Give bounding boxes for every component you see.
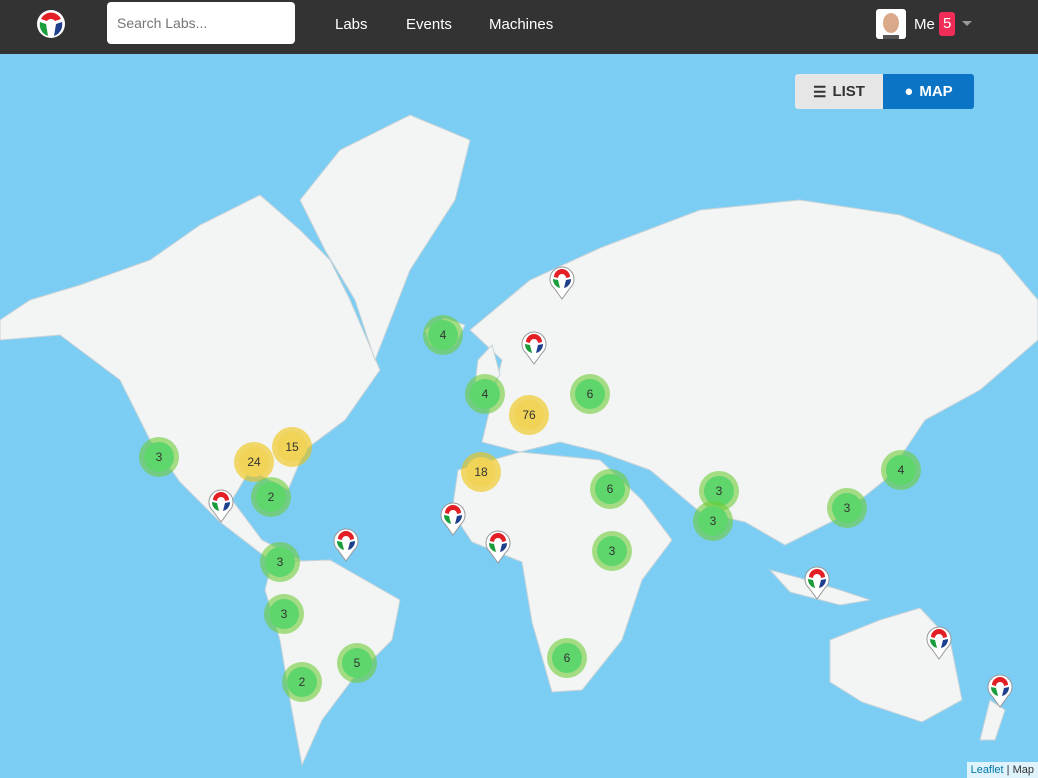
cluster-marker[interactable]: 3: [592, 531, 632, 571]
lab-pin-icon[interactable]: [987, 674, 1013, 708]
greenland: [299, 114, 471, 362]
cluster-count: 2: [256, 482, 286, 512]
cluster-marker[interactable]: 3: [139, 437, 179, 477]
cluster-marker[interactable]: 3: [693, 501, 733, 541]
cluster-count: 24: [239, 447, 269, 477]
avatar[interactable]: [876, 9, 906, 39]
cluster-marker[interactable]: 24: [234, 442, 274, 482]
cluster-count: 15: [277, 432, 307, 462]
nav-machines[interactable]: Machines: [489, 16, 554, 33]
nav-events[interactable]: Events: [406, 16, 452, 33]
cluster-marker[interactable]: 3: [827, 488, 867, 528]
lab-pin-icon[interactable]: [440, 502, 466, 536]
lab-pin-icon[interactable]: [333, 528, 359, 562]
cluster-count: 5: [342, 648, 372, 678]
cluster-count: 3: [832, 493, 862, 523]
cluster-count: 3: [265, 547, 295, 577]
lab-pin-icon[interactable]: [549, 266, 575, 300]
cluster-count: 6: [595, 474, 625, 504]
cluster-count: 4: [428, 320, 458, 350]
cluster-marker[interactable]: 6: [570, 374, 610, 414]
cluster-count: 2: [287, 667, 317, 697]
search-input[interactable]: [107, 2, 295, 44]
cluster-marker[interactable]: 18: [461, 452, 501, 492]
lab-pin-icon[interactable]: [521, 331, 547, 365]
africa: [451, 451, 673, 693]
cluster-marker[interactable]: 2: [251, 477, 291, 517]
navbar: Labs Events Machines Me 5: [0, 0, 1038, 54]
map-view-button[interactable]: ● MAP: [883, 74, 974, 109]
cluster-marker[interactable]: 3: [260, 542, 300, 582]
cluster-marker[interactable]: 76: [509, 395, 549, 435]
cluster-count: 6: [575, 379, 605, 409]
cluster-marker[interactable]: 3: [264, 594, 304, 634]
cluster-count: 3: [269, 599, 299, 629]
chevron-down-icon[interactable]: [962, 21, 972, 26]
lab-pin-icon[interactable]: [926, 626, 952, 660]
cluster-count: 4: [470, 379, 500, 409]
north-america: [0, 194, 381, 563]
globe-icon: ●: [904, 83, 914, 100]
nav-labs[interactable]: Labs: [335, 16, 368, 33]
user-menu[interactable]: Me: [914, 16, 935, 33]
lab-pin-icon[interactable]: [485, 530, 511, 564]
attribution: Leaflet | Map: [966, 762, 1038, 778]
cluster-count: 3: [698, 506, 728, 536]
notification-badge[interactable]: 5: [939, 12, 956, 36]
lab-pin-icon[interactable]: [208, 489, 234, 523]
cluster-marker[interactable]: 4: [465, 374, 505, 414]
south-america: [264, 559, 401, 767]
cluster-count: 76: [514, 400, 544, 430]
view-toggle: ☰ LIST ● MAP: [795, 74, 974, 109]
cluster-marker[interactable]: 4: [881, 450, 921, 490]
cluster-marker[interactable]: 6: [590, 469, 630, 509]
cluster-marker[interactable]: 5: [337, 643, 377, 683]
cluster-count: 6: [552, 643, 582, 673]
list-icon: ☰: [813, 83, 827, 101]
cluster-marker[interactable]: 4: [423, 315, 463, 355]
cluster-marker[interactable]: 15: [272, 427, 312, 467]
cluster-marker[interactable]: 2: [282, 662, 322, 702]
lab-pin-icon[interactable]: [804, 566, 830, 600]
list-view-button[interactable]: ☰ LIST: [795, 74, 883, 109]
leaflet-link[interactable]: Leaflet: [970, 764, 1004, 776]
cluster-count: 4: [886, 455, 916, 485]
cluster-count: 3: [144, 442, 174, 472]
cluster-count: 3: [597, 536, 627, 566]
fablab-logo[interactable]: [36, 9, 66, 39]
cluster-marker[interactable]: 6: [547, 638, 587, 678]
cluster-count: 18: [466, 457, 496, 487]
